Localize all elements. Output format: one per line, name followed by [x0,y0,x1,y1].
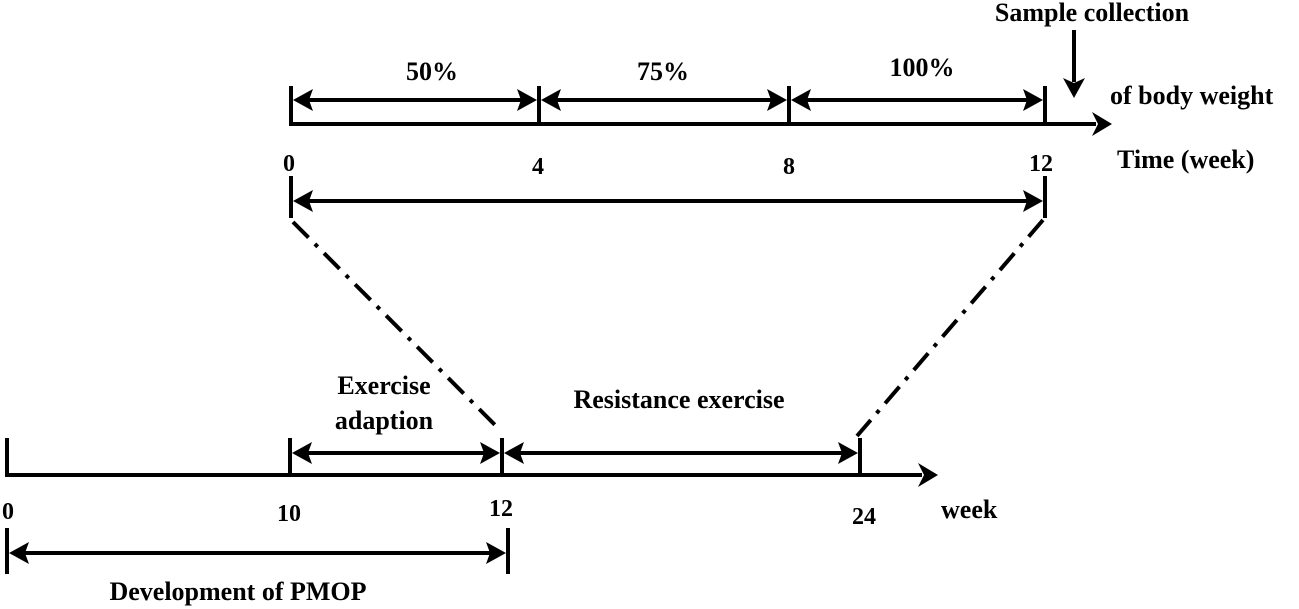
bottom-axis-arrowhead [918,463,938,487]
bottom-tick-label-0: 0 [2,499,14,525]
bottom-tick-label-10: 10 [277,501,301,527]
bottom-tick-label-12: 12 [489,496,513,522]
bottom-tick-label-24: 24 [852,504,876,530]
sample-collection-label: Sample collection [995,0,1190,27]
resistance-exercise-label: Resistance exercise [573,385,784,414]
top-axis-arrowhead [1092,112,1112,136]
top-timeline: 50% 75% 100% 0 4 8 12 of body weight Tim… [283,0,1274,218]
phase-label-50: 50% [406,57,458,86]
sample-collection-arrow [1063,30,1085,98]
phase-50-arrow [293,89,537,111]
exercise-adaption-label-line1: Exercise [337,371,430,400]
zoom-connector-left [291,220,502,432]
exercise-adaption-arrow [292,442,500,464]
bottom-axis-label: week [941,495,998,524]
top-tick-label-0: 0 [283,151,295,177]
top-tick-label-12: 12 [1029,151,1053,177]
phase-100-arrow [791,89,1043,111]
top-tick-label-8: 8 [783,154,795,180]
phase-label-100: 100% [890,53,955,82]
phase-label-75: 75% [637,57,689,86]
bottom-timeline: Exercise adaption Resistance exercise 0 … [2,371,998,606]
exercise-adaption-label-line2: adaption [335,406,434,435]
span-0-12-arrow [293,190,1043,212]
development-pmop-arrow [9,542,506,564]
top-tick-label-4: 4 [532,154,544,180]
zoom-connector-right [855,218,1045,438]
top-axis-label: Time (week) [1117,145,1254,174]
resistance-exercise-arrow [504,442,858,464]
phase-75-arrow [541,89,787,111]
body-weight-label: of body weight [1110,81,1274,110]
development-pmop-label: Development of PMOP [109,577,366,606]
